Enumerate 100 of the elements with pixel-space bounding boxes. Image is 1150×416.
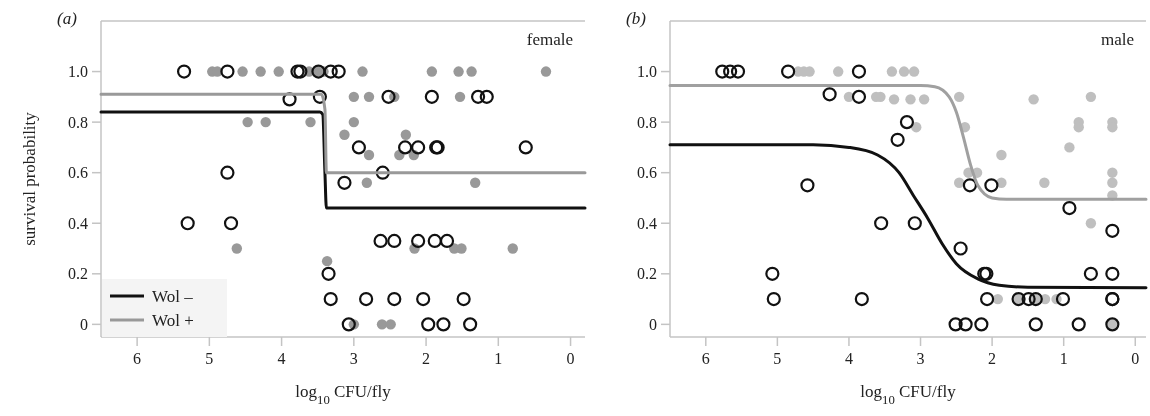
x-tick-label: 4 — [844, 350, 853, 367]
point — [905, 94, 916, 105]
x-tick-label: 1 — [1059, 350, 1068, 367]
point — [323, 291, 338, 307]
line-series — [99, 110, 587, 210]
point — [1028, 317, 1043, 332]
point — [273, 66, 284, 77]
point — [339, 129, 350, 140]
point — [984, 178, 999, 193]
point — [948, 317, 963, 332]
x-tick-label: 5 — [205, 350, 214, 367]
point — [348, 116, 360, 128]
x-tick-label: 0 — [1131, 350, 1140, 367]
point — [1055, 291, 1071, 307]
point — [1039, 177, 1050, 188]
point — [723, 64, 738, 79]
point — [242, 116, 253, 128]
point — [1028, 94, 1039, 105]
point — [387, 291, 402, 307]
y-tick-label: 0 — [80, 315, 88, 333]
point — [337, 175, 352, 190]
legend-label: Wol – — [152, 286, 194, 306]
point — [282, 92, 297, 107]
point — [351, 140, 366, 155]
x-tick-label: 6 — [701, 350, 710, 367]
y-tick-label: 0.2 — [68, 265, 88, 283]
point — [220, 64, 235, 79]
point — [470, 89, 486, 104]
point — [312, 89, 327, 104]
point — [456, 291, 471, 307]
point — [953, 91, 965, 103]
chart-title: (a) — [57, 9, 78, 28]
point — [765, 266, 780, 281]
point — [1071, 317, 1086, 332]
y-tick-label: 0.2 — [637, 265, 657, 283]
point — [176, 64, 192, 79]
point — [387, 233, 402, 249]
point — [223, 216, 239, 231]
point — [400, 129, 412, 140]
x-axis-title: log$_{10}$ CFU/fly — [860, 382, 957, 407]
point — [781, 64, 796, 79]
point — [323, 64, 338, 79]
point — [237, 66, 248, 77]
point — [518, 140, 533, 155]
chart-title: (b) — [626, 9, 647, 28]
point — [996, 149, 1007, 161]
y-tick-label: 0.4 — [68, 214, 88, 232]
point — [1107, 167, 1118, 178]
y-tick-label: 0.6 — [637, 164, 657, 182]
line-series — [668, 143, 1148, 290]
point — [436, 317, 451, 332]
point — [424, 89, 439, 104]
point — [348, 91, 360, 103]
point — [800, 178, 815, 193]
point — [715, 64, 730, 79]
point — [180, 216, 195, 231]
point — [453, 66, 464, 77]
point — [255, 66, 266, 77]
y-tick-label: 1.0 — [68, 63, 88, 81]
point — [1105, 266, 1120, 281]
point — [1083, 266, 1098, 281]
point — [908, 66, 920, 77]
point — [540, 66, 552, 77]
point — [454, 91, 466, 103]
point — [361, 177, 373, 188]
point — [305, 116, 316, 128]
point — [470, 177, 481, 188]
point — [851, 64, 867, 79]
point — [1085, 218, 1097, 229]
legend-label: Wol + — [152, 310, 194, 330]
x-tick-label: 0 — [566, 350, 575, 367]
point — [907, 216, 922, 231]
point — [463, 317, 478, 332]
annotation: female — [526, 30, 573, 49]
point — [466, 66, 477, 77]
y-axis-title: survival probability — [20, 111, 39, 246]
y-tick-label: 0.6 — [68, 164, 88, 182]
point — [220, 165, 235, 180]
point — [1062, 200, 1077, 216]
point — [1021, 291, 1036, 307]
point — [373, 233, 388, 249]
point — [918, 94, 930, 105]
point — [980, 291, 995, 307]
point — [439, 233, 455, 249]
point — [899, 115, 915, 130]
point — [833, 66, 844, 77]
point — [381, 89, 396, 104]
x-axis-title: log$_{10}$ CFU/fly — [295, 382, 392, 407]
point — [321, 255, 333, 267]
point — [411, 140, 426, 155]
point — [854, 291, 869, 307]
point — [416, 291, 431, 307]
point — [1107, 177, 1118, 188]
point — [974, 317, 989, 332]
x-tick-label: 2 — [422, 350, 431, 367]
point — [398, 140, 413, 155]
point — [341, 317, 356, 332]
point — [992, 293, 1004, 305]
point — [421, 317, 436, 332]
point — [890, 132, 905, 147]
